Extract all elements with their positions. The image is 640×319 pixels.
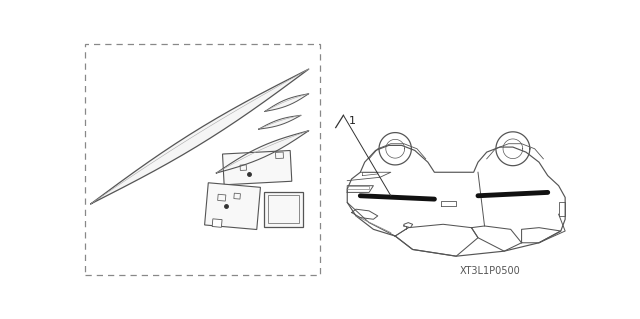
Polygon shape bbox=[223, 151, 292, 185]
Polygon shape bbox=[91, 69, 308, 204]
Polygon shape bbox=[216, 131, 308, 173]
Polygon shape bbox=[264, 191, 303, 227]
Polygon shape bbox=[240, 165, 246, 170]
Polygon shape bbox=[259, 115, 301, 129]
Text: XT3L1P0500: XT3L1P0500 bbox=[460, 266, 520, 276]
Polygon shape bbox=[265, 94, 308, 111]
Polygon shape bbox=[205, 183, 260, 229]
Polygon shape bbox=[234, 193, 241, 199]
Polygon shape bbox=[275, 152, 284, 159]
Polygon shape bbox=[212, 219, 222, 227]
Bar bbox=[86, 44, 320, 275]
Polygon shape bbox=[218, 194, 226, 201]
Text: 1: 1 bbox=[349, 116, 356, 126]
Polygon shape bbox=[268, 195, 299, 223]
